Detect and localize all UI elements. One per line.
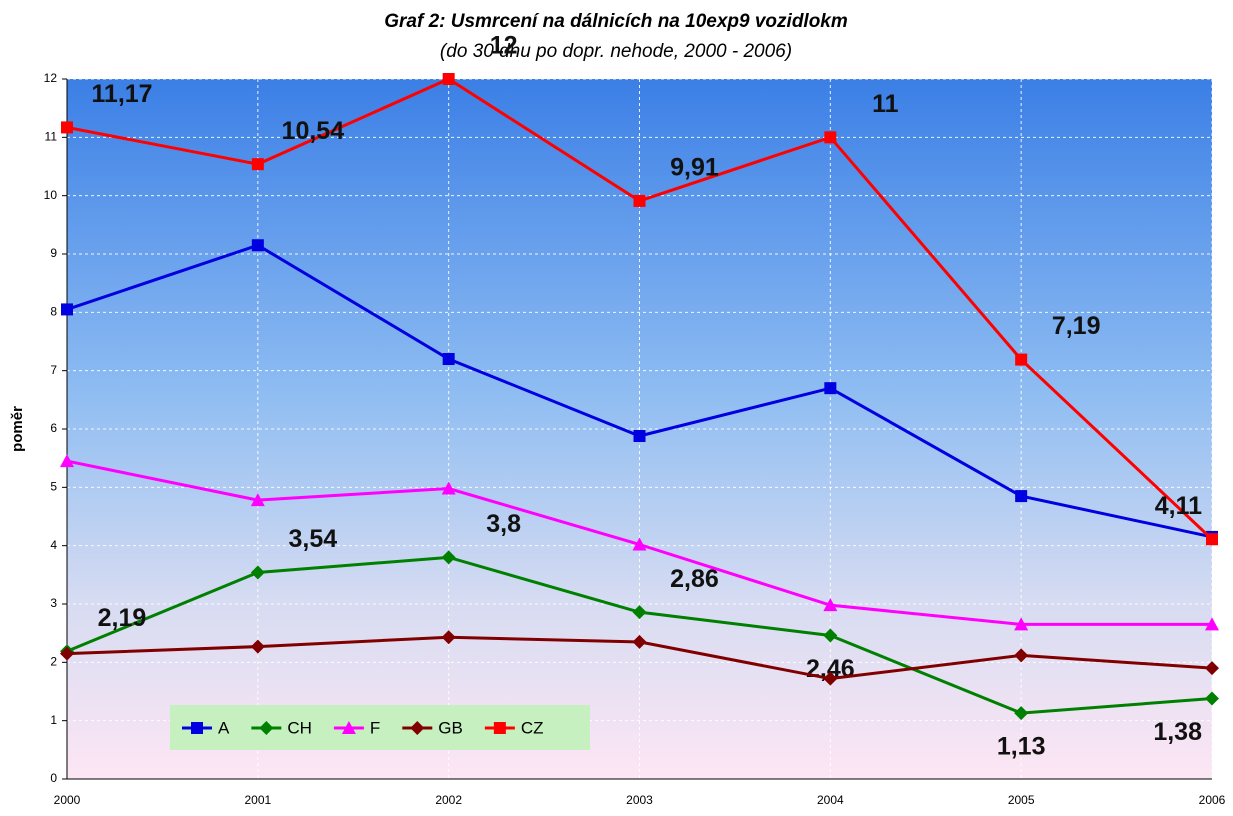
data-point [1206, 533, 1218, 546]
y-axis-label: poměr [9, 406, 26, 452]
data-label: 11 [872, 90, 899, 118]
data-point [1014, 706, 1029, 721]
legend-label: F [370, 718, 380, 737]
y-tick-label: 12 [44, 71, 58, 85]
data-point [441, 630, 456, 645]
x-tick-label: 2000 [54, 793, 81, 807]
data-point [633, 194, 646, 207]
data-point [441, 481, 456, 495]
data-label: 7,19 [1052, 312, 1101, 340]
data-point [823, 628, 838, 643]
legend-marker [191, 722, 203, 734]
x-tick-label: 2006 [1199, 793, 1226, 807]
data-point [251, 239, 264, 252]
data-label: 2,86 [670, 565, 719, 593]
data-point [1014, 648, 1029, 663]
legend-box [170, 705, 590, 750]
y-tick-label: 0 [50, 771, 57, 785]
x-tick-label: 2005 [1008, 793, 1035, 807]
y-tick-label: 9 [50, 246, 57, 260]
data-point [61, 121, 73, 134]
x-tick-label: 2004 [817, 793, 844, 807]
data-label: 3,54 [288, 525, 337, 553]
data-label: 1,38 [1153, 718, 1202, 746]
chart-title: Graf 2: Usmrcení na dálnicích na 10exp9 … [384, 11, 848, 32]
y-tick-label: 8 [50, 305, 57, 319]
data-label: 1,13 [997, 733, 1046, 761]
y-tick-label: 3 [50, 596, 57, 610]
data-point [251, 158, 264, 171]
legend-marker [410, 721, 425, 735]
x-tick-label: 2001 [244, 793, 271, 807]
data-point [632, 634, 647, 649]
data-label: 4,11 [1155, 492, 1202, 520]
y-tick-label: 10 [44, 188, 58, 202]
data-point [633, 430, 646, 442]
data-point [1205, 617, 1219, 631]
y-tick-label: 5 [50, 480, 57, 494]
data-point [250, 493, 265, 507]
y-tick-label: 4 [50, 538, 57, 552]
x-tick-label: 2003 [626, 793, 653, 807]
data-point [61, 303, 73, 316]
data-point [250, 565, 265, 580]
data-point [60, 646, 74, 661]
data-point [442, 353, 455, 365]
y-tick-label: 1 [50, 713, 57, 727]
data-label: 2,19 [98, 604, 147, 632]
legend-marker [493, 722, 506, 734]
y-tick-label: 11 [45, 130, 58, 144]
data-label: 10,54 [282, 117, 345, 145]
y-tick-label: 7 [50, 363, 57, 377]
legend-label: CZ [521, 718, 544, 737]
data-label: 11,17 [91, 80, 152, 108]
data-point [60, 454, 74, 468]
data-point [1205, 691, 1219, 706]
data-point [823, 671, 838, 686]
data-point [1205, 661, 1219, 676]
data-point [1015, 353, 1028, 366]
data-point [1015, 490, 1028, 503]
legend-label: CH [287, 718, 312, 737]
x-tick-label: 2002 [435, 793, 462, 807]
y-tick-label: 2 [50, 655, 57, 669]
legend-marker [259, 721, 274, 735]
data-point [250, 639, 265, 654]
chart-subtitle: (do 30 dnu po dopr. nehode, 2000 - 2006) [440, 41, 792, 62]
data-label: 9,91 [670, 154, 719, 182]
data-point [632, 605, 647, 620]
data-point [1014, 617, 1029, 631]
data-label: 3,8 [486, 510, 521, 538]
legend-label: A [218, 718, 230, 737]
legend-marker [341, 721, 356, 734]
data-point [824, 131, 837, 144]
legend-label: GB [438, 718, 463, 737]
y-tick-label: 6 [50, 421, 57, 435]
data-point [823, 598, 838, 612]
data-point [632, 537, 647, 551]
data-point [442, 73, 455, 85]
data-point [441, 550, 456, 565]
data-point [824, 382, 837, 395]
legend: A CH F GB CZ [170, 705, 590, 750]
data-label: 12 [490, 32, 518, 60]
